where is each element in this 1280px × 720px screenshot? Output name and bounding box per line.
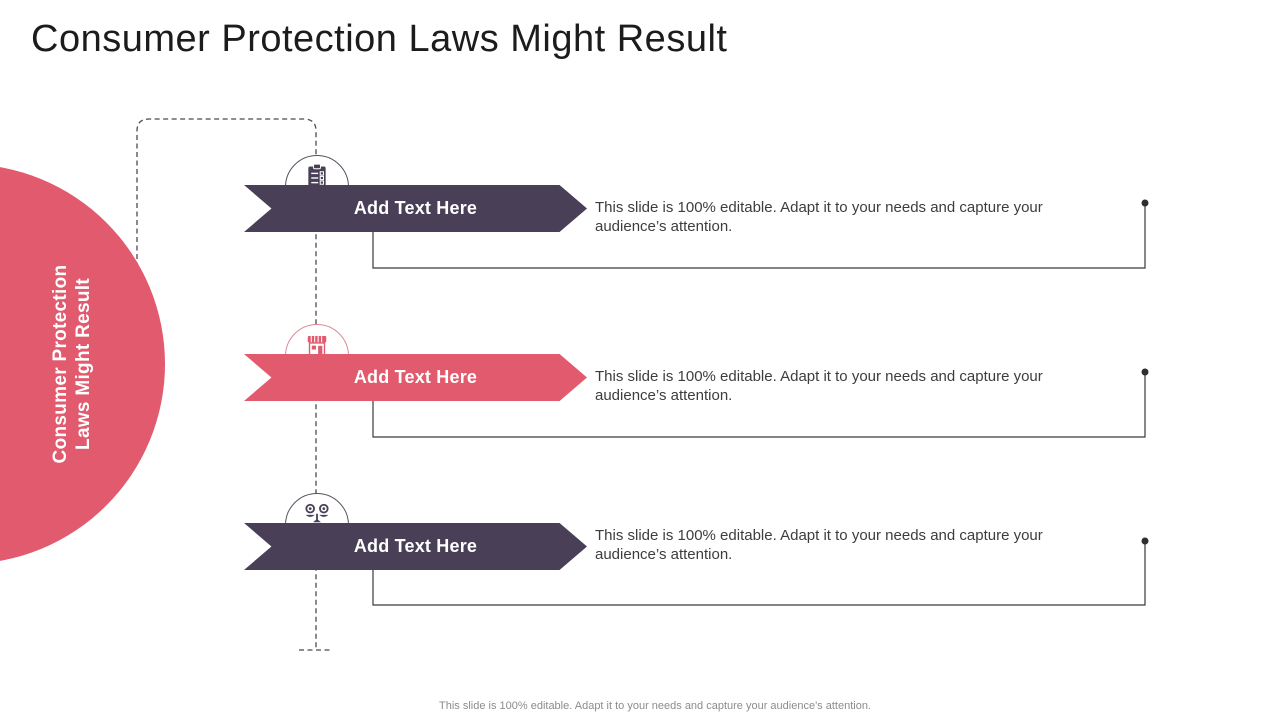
add-text-banner-3[interactable]: Add Text Here: [244, 523, 587, 570]
bracket-dot-row-3: [1141, 537, 1149, 545]
description-text-1[interactable]: This slide is 100% editable. Adapt it to…: [595, 199, 1043, 235]
description-text-2[interactable]: This slide is 100% editable. Adapt it to…: [595, 368, 1043, 404]
bracket-dot-row-2: [1141, 368, 1149, 376]
semicircle-label-line1: Consumer Protection: [50, 264, 71, 464]
add-text-banner-1[interactable]: Add Text Here: [244, 185, 587, 232]
banner-label: Add Text Here: [353, 536, 478, 556]
balance-scale-icon: [300, 501, 334, 536]
banner-label: Add Text Here: [353, 198, 478, 218]
bracket-row-1: [372, 203, 1146, 269]
add-text-banner-2[interactable]: Add Text Here: [244, 354, 587, 401]
banner-label: Add Text Here: [353, 367, 478, 387]
semicircle-label-line2: Laws Might Result: [73, 278, 94, 450]
page-title: Consumer Protection Laws Might Result: [31, 18, 728, 60]
semicircle-label: Consumer Protection Laws Might Result: [32, 164, 112, 564]
bracket-row-3: [372, 541, 1146, 606]
clipboard-checklist-icon: [303, 163, 331, 198]
storefront-icon: [303, 332, 331, 367]
footer-note: This slide is 100% editable. Adapt it to…: [439, 700, 871, 712]
bracket-dot-row-1: [1141, 199, 1149, 207]
dashed-connector-path: [136, 118, 317, 650]
description-text-3[interactable]: This slide is 100% editable. Adapt it to…: [595, 527, 1043, 563]
bracket-row-2: [372, 372, 1146, 438]
